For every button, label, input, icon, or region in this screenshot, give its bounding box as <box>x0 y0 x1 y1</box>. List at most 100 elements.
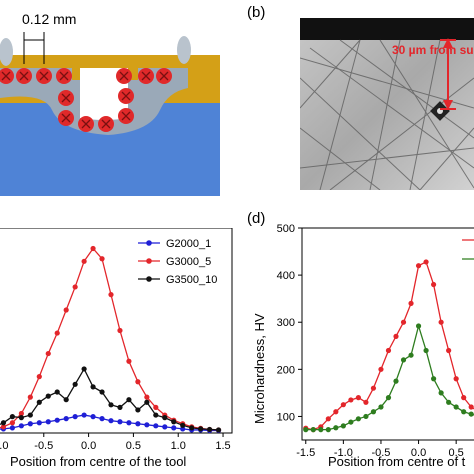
data-point <box>431 281 437 288</box>
data-point <box>348 397 354 403</box>
data-point <box>340 402 346 408</box>
data-point <box>117 327 123 334</box>
data-point <box>461 409 467 415</box>
data-point <box>0 420 7 426</box>
x-tick-label: -1.0 <box>334 447 353 459</box>
data-point <box>45 393 51 399</box>
data-point <box>408 352 414 358</box>
legend-marker <box>146 258 152 264</box>
panel-b-label: (b) <box>247 4 266 21</box>
scratch-line <box>300 57 474 109</box>
data-point <box>393 378 399 384</box>
data-point <box>198 426 204 432</box>
hole-cross <box>121 111 131 121</box>
chart-c-xlabel: Position from centre of the tool <box>10 454 187 469</box>
data-point <box>325 416 331 422</box>
y-tick-label: 300 <box>277 317 295 329</box>
data-point <box>363 413 369 420</box>
data-point <box>215 427 222 433</box>
y-tick-label: 400 <box>277 270 295 282</box>
data-point <box>108 418 114 424</box>
data-point <box>81 412 87 418</box>
data-point <box>355 395 361 401</box>
hole-cross <box>101 119 111 129</box>
x-tick-label: -1.0 <box>0 440 8 452</box>
x-tick-label: -0.5 <box>371 447 390 459</box>
data-point <box>54 389 60 395</box>
scratch-line <box>419 127 474 190</box>
series-line <box>0 367 219 431</box>
data-point <box>144 399 150 405</box>
data-point <box>415 263 422 269</box>
data-point <box>333 425 339 431</box>
data-point <box>446 399 452 405</box>
data-point <box>153 404 159 410</box>
data-point <box>36 399 42 405</box>
x-tick-label: -1.5 <box>296 447 315 459</box>
data-point <box>126 358 132 364</box>
legend-marker <box>146 276 152 282</box>
y-tick-label: 500 <box>277 223 295 235</box>
data-point <box>370 385 377 391</box>
data-point <box>438 319 444 325</box>
data-point <box>468 404 474 410</box>
hole-cross <box>81 119 91 129</box>
data-point <box>461 395 467 401</box>
cooling-hole <box>0 68 14 84</box>
depth-annotation: 30 µm from su <box>392 43 474 57</box>
legend-label: G2000_1 <box>166 238 211 250</box>
data-point <box>206 426 213 433</box>
plot-frame <box>0 228 233 434</box>
data-point <box>63 397 69 403</box>
data-point <box>63 416 69 422</box>
data-point <box>180 422 186 428</box>
chart-d-xlabel: Position from centre of t <box>328 454 466 469</box>
series-line <box>305 323 474 431</box>
scratch-line <box>300 147 474 169</box>
data-point <box>189 425 195 431</box>
hole-cross <box>1 71 11 81</box>
data-point <box>99 389 105 395</box>
data-point <box>431 376 437 382</box>
data-point <box>135 379 141 385</box>
data-point <box>385 395 392 401</box>
data-point <box>99 416 105 422</box>
data-point <box>318 427 324 433</box>
data-point <box>90 414 96 420</box>
data-point <box>36 420 42 426</box>
cooling-holes <box>0 68 172 132</box>
data-point <box>63 307 69 313</box>
scratch-line <box>329 77 474 190</box>
scratch-line <box>309 47 474 169</box>
chart-d-ylabel: Microhardness, HV <box>252 313 267 424</box>
data-point <box>45 350 51 357</box>
plot-area <box>0 245 222 433</box>
data-point <box>117 419 123 425</box>
data-point <box>144 422 150 428</box>
scratch-line <box>379 39 474 189</box>
hole-cross <box>61 93 71 103</box>
data-point <box>117 404 123 410</box>
scratch-line <box>369 39 401 190</box>
data-point <box>153 412 159 418</box>
data-point <box>99 256 105 262</box>
hole-cross <box>39 71 49 81</box>
data-point <box>27 412 33 418</box>
data-point <box>18 415 24 421</box>
data-point <box>108 292 114 298</box>
hole-cross <box>121 91 131 101</box>
data-point <box>9 420 16 426</box>
plot-area <box>303 259 474 433</box>
plot-frame <box>301 227 474 441</box>
data-point <box>9 425 16 431</box>
data-point <box>135 421 141 427</box>
series-line <box>0 414 219 432</box>
data-point <box>36 374 42 380</box>
chart-c: -1.0 -0.5 0.0 0.5 1.0 1.5 G2000_1 G3000_5 G3500_… <box>0 228 233 452</box>
data-point <box>162 424 168 430</box>
data-point <box>171 425 177 431</box>
data-point <box>90 245 96 252</box>
data-point <box>18 410 24 417</box>
x-tick-label: 0.0 <box>411 447 426 459</box>
data-point <box>144 394 150 400</box>
